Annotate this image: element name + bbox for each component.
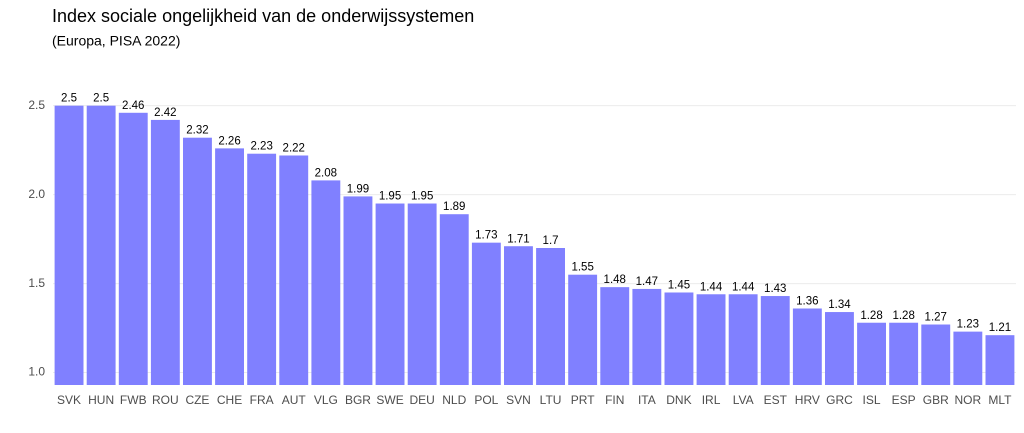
value-label: 1.99 <box>347 183 369 195</box>
bar <box>600 287 630 385</box>
value-label: 2.32 <box>186 125 208 137</box>
bar <box>889 322 919 385</box>
x-tick-label: HUN <box>88 393 114 407</box>
x-tick-label: ITA <box>638 393 656 407</box>
x-tick-label: CHE <box>217 393 242 407</box>
bar <box>664 292 694 385</box>
bar <box>792 308 822 385</box>
value-label: 1.47 <box>636 276 658 288</box>
value-label: 1.95 <box>411 191 433 203</box>
value-label: 1.28 <box>860 310 882 322</box>
bar <box>536 248 565 385</box>
value-label: 1.21 <box>989 322 1011 334</box>
value-label: 2.26 <box>218 135 240 147</box>
x-tick-label: GRC <box>826 393 853 407</box>
bar <box>215 148 244 385</box>
bar <box>825 312 854 385</box>
bar <box>760 296 790 385</box>
value-label: 2.5 <box>93 93 109 105</box>
bar <box>953 331 983 385</box>
value-label: 1.44 <box>700 281 723 293</box>
y-tick-label: 1.5 <box>28 276 45 290</box>
value-label: 2.5 <box>61 93 77 105</box>
value-label: 1.43 <box>764 283 786 295</box>
x-tick-label: FIN <box>605 393 624 407</box>
x-tick-label: DEU <box>409 393 434 407</box>
value-label: 1.7 <box>543 235 559 247</box>
value-label: 1.23 <box>957 319 979 331</box>
bar <box>183 137 212 385</box>
x-tick-label: POL <box>474 393 498 407</box>
bar <box>696 294 726 385</box>
x-tick-label: CZE <box>185 393 209 407</box>
x-tick-label: FRA <box>250 393 274 407</box>
chart-title: Index sociale ongelijkheid van de onderw… <box>52 6 474 26</box>
x-tick-label: LTU <box>540 393 562 407</box>
bar <box>343 196 373 385</box>
x-tick-label: VLG <box>314 393 338 407</box>
bar <box>985 335 1015 385</box>
y-tick-label: 2.5 <box>28 98 45 112</box>
x-tick-label: GBR <box>923 393 949 407</box>
value-label: 1.44 <box>732 281 755 293</box>
value-label: 2.08 <box>315 167 337 179</box>
bar <box>728 294 758 385</box>
x-tick-label: SVN <box>506 393 531 407</box>
bar <box>86 105 116 386</box>
bar <box>311 180 341 385</box>
bar <box>439 214 469 385</box>
value-label: 1.95 <box>379 191 401 203</box>
bar <box>857 322 886 385</box>
value-label: 1.73 <box>475 230 497 242</box>
value-label: 1.28 <box>892 310 914 322</box>
bar <box>150 119 180 386</box>
x-tick-label: PRT <box>571 393 595 407</box>
bar <box>568 274 598 385</box>
x-tick-label: LVA <box>733 393 754 407</box>
x-tick-label: MLT <box>988 393 1012 407</box>
x-tick-label: HRV <box>795 393 820 407</box>
bar <box>504 246 533 385</box>
bar <box>247 153 277 385</box>
x-tick-label: FWB <box>120 393 147 407</box>
bar <box>279 155 309 385</box>
x-tick-label: AUT <box>282 393 307 407</box>
x-tick-label: ESP <box>892 393 916 407</box>
y-tick-label: 2.0 <box>28 187 45 201</box>
bar <box>118 112 148 385</box>
bar <box>921 324 951 385</box>
bar <box>407 203 437 385</box>
value-label: 1.48 <box>604 274 626 286</box>
value-label: 1.34 <box>828 299 851 311</box>
value-label: 1.45 <box>668 280 690 292</box>
x-tick-label: EST <box>764 393 788 407</box>
value-label: 2.46 <box>122 100 144 112</box>
value-label: 1.55 <box>571 262 593 274</box>
value-label: 2.22 <box>283 143 305 155</box>
x-tick-label: IRL <box>702 393 721 407</box>
x-tick-label: ROU <box>152 393 179 407</box>
x-tick-label: DNK <box>666 393 691 407</box>
value-label: 2.42 <box>154 107 176 119</box>
x-tick-label: ISL <box>863 393 881 407</box>
value-label: 1.27 <box>925 312 947 324</box>
bar <box>632 288 662 385</box>
bar <box>375 203 405 385</box>
x-tick-label: BGR <box>345 393 371 407</box>
x-tick-label: SWE <box>376 393 403 407</box>
x-tick-label: NLD <box>442 393 466 407</box>
y-tick-label: 1.0 <box>28 365 45 379</box>
bar <box>54 105 84 386</box>
value-label: 1.71 <box>507 233 529 245</box>
x-tick-label: NOR <box>955 393 982 407</box>
bar <box>471 242 501 385</box>
value-label: 1.36 <box>796 296 818 308</box>
chart-subtitle: (Europa, PISA 2022) <box>52 33 180 49</box>
value-label: 2.23 <box>250 141 272 153</box>
x-tick-label: SVK <box>57 393 81 407</box>
value-label: 1.89 <box>443 201 465 213</box>
